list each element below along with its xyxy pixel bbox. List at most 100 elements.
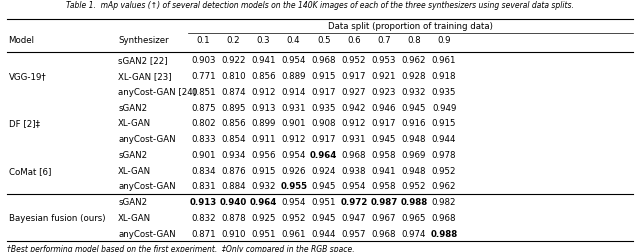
Text: 0.945: 0.945 <box>312 213 336 222</box>
Text: 0.941: 0.941 <box>372 166 396 175</box>
Text: 0.968: 0.968 <box>432 213 456 222</box>
Text: 0.988: 0.988 <box>431 229 458 238</box>
Text: 0.7: 0.7 <box>377 36 391 45</box>
Text: 0.965: 0.965 <box>402 213 426 222</box>
Text: 0.917: 0.917 <box>342 72 366 81</box>
Text: 0.952: 0.952 <box>342 56 366 65</box>
Text: 0.833: 0.833 <box>191 135 216 144</box>
Text: XL-GAN: XL-GAN <box>118 119 151 128</box>
Text: 0.913: 0.913 <box>252 103 276 112</box>
Text: 0.961: 0.961 <box>432 56 456 65</box>
Text: 0.961: 0.961 <box>282 229 306 238</box>
Text: 0.912: 0.912 <box>252 87 276 97</box>
Text: 0.938: 0.938 <box>342 166 366 175</box>
Text: 0.912: 0.912 <box>282 135 306 144</box>
Text: 0.3: 0.3 <box>257 36 271 45</box>
Text: 0.954: 0.954 <box>282 150 306 159</box>
Text: 0.916: 0.916 <box>402 119 426 128</box>
Text: VGG-19†: VGG-19† <box>8 72 46 81</box>
Text: 0.895: 0.895 <box>221 103 246 112</box>
Text: 0.876: 0.876 <box>221 166 246 175</box>
Text: 0.917: 0.917 <box>312 87 336 97</box>
Text: 0.962: 0.962 <box>402 56 426 65</box>
Text: DF [2]‡: DF [2]‡ <box>8 119 40 128</box>
Text: 0.957: 0.957 <box>342 229 366 238</box>
Text: 0.802: 0.802 <box>191 119 216 128</box>
Text: 0.935: 0.935 <box>432 87 456 97</box>
Text: 0.949: 0.949 <box>432 103 456 112</box>
Text: 0.951: 0.951 <box>312 197 336 206</box>
Text: 0.901: 0.901 <box>191 150 216 159</box>
Text: 0.948: 0.948 <box>402 166 426 175</box>
Text: 0.974: 0.974 <box>402 229 426 238</box>
Text: 0.884: 0.884 <box>221 182 246 191</box>
Text: 0.854: 0.854 <box>221 135 246 144</box>
Text: 0.851: 0.851 <box>191 87 216 97</box>
Text: 0.834: 0.834 <box>191 166 216 175</box>
Text: 0.899: 0.899 <box>252 119 276 128</box>
Text: 0.889: 0.889 <box>282 72 306 81</box>
Text: 0.945: 0.945 <box>402 103 426 112</box>
Text: 0.903: 0.903 <box>191 56 216 65</box>
Text: 0.948: 0.948 <box>402 135 426 144</box>
Text: 0.917: 0.917 <box>372 119 396 128</box>
Text: 0.922: 0.922 <box>221 56 246 65</box>
Text: 0.915: 0.915 <box>252 166 276 175</box>
Text: 0.912: 0.912 <box>342 119 366 128</box>
Text: 0.967: 0.967 <box>372 213 396 222</box>
Text: sGAN2: sGAN2 <box>118 197 147 206</box>
Text: 0.944: 0.944 <box>432 135 456 144</box>
Text: sGAN2: sGAN2 <box>118 103 147 112</box>
Text: 0.871: 0.871 <box>191 229 216 238</box>
Text: 0.832: 0.832 <box>191 213 216 222</box>
Text: 0.953: 0.953 <box>372 56 396 65</box>
Text: 0.968: 0.968 <box>342 150 366 159</box>
Text: anyCost-GAN: anyCost-GAN <box>118 229 176 238</box>
Text: 0.972: 0.972 <box>340 197 367 206</box>
Text: Synthesizer: Synthesizer <box>118 36 169 45</box>
Text: 0.5: 0.5 <box>317 36 331 45</box>
Text: 0.958: 0.958 <box>372 150 396 159</box>
Text: anyCost-GAN [24]: anyCost-GAN [24] <box>118 87 196 97</box>
Text: 0.875: 0.875 <box>191 103 216 112</box>
Text: 0.931: 0.931 <box>342 135 366 144</box>
Text: 0.952: 0.952 <box>402 182 426 191</box>
Text: 0.962: 0.962 <box>432 182 456 191</box>
Text: 0.856: 0.856 <box>252 72 276 81</box>
Text: 0.915: 0.915 <box>432 119 456 128</box>
Text: 0.934: 0.934 <box>221 150 246 159</box>
Text: 0.935: 0.935 <box>312 103 336 112</box>
Text: †Best performing model based on the first experiment.  ‡Only compared in the RGB: †Best performing model based on the firs… <box>6 244 355 252</box>
Text: 0.925: 0.925 <box>252 213 276 222</box>
Text: 0.771: 0.771 <box>191 72 216 81</box>
Text: 0.926: 0.926 <box>282 166 306 175</box>
Text: 0.878: 0.878 <box>221 213 246 222</box>
Text: 0.911: 0.911 <box>252 135 276 144</box>
Text: 0.941: 0.941 <box>252 56 276 65</box>
Text: 0.923: 0.923 <box>372 87 396 97</box>
Text: 0.946: 0.946 <box>372 103 396 112</box>
Text: sGAN2 [22]: sGAN2 [22] <box>118 56 168 65</box>
Text: 0.964: 0.964 <box>310 150 337 159</box>
Text: 0.901: 0.901 <box>282 119 306 128</box>
Text: 0.954: 0.954 <box>282 56 306 65</box>
Text: 0.952: 0.952 <box>282 213 306 222</box>
Text: 0.915: 0.915 <box>312 72 336 81</box>
Text: 0.8: 0.8 <box>407 36 421 45</box>
Text: 0.954: 0.954 <box>282 197 306 206</box>
Text: 0.810: 0.810 <box>221 72 246 81</box>
Text: 0.987: 0.987 <box>370 197 397 206</box>
Text: anyCost-GAN: anyCost-GAN <box>118 135 176 144</box>
Text: Model: Model <box>8 36 35 45</box>
Text: 0.1: 0.1 <box>196 36 210 45</box>
Text: 0.927: 0.927 <box>342 87 366 97</box>
Text: 0.956: 0.956 <box>252 150 276 159</box>
Text: XL-GAN: XL-GAN <box>118 166 151 175</box>
Text: 0.856: 0.856 <box>221 119 246 128</box>
Text: Bayesian fusion (ours): Bayesian fusion (ours) <box>8 213 105 222</box>
Text: 0.932: 0.932 <box>252 182 276 191</box>
Text: 0.913: 0.913 <box>190 197 217 206</box>
Text: 0.958: 0.958 <box>372 182 396 191</box>
Text: 0.952: 0.952 <box>432 166 456 175</box>
Text: 0.947: 0.947 <box>342 213 366 222</box>
